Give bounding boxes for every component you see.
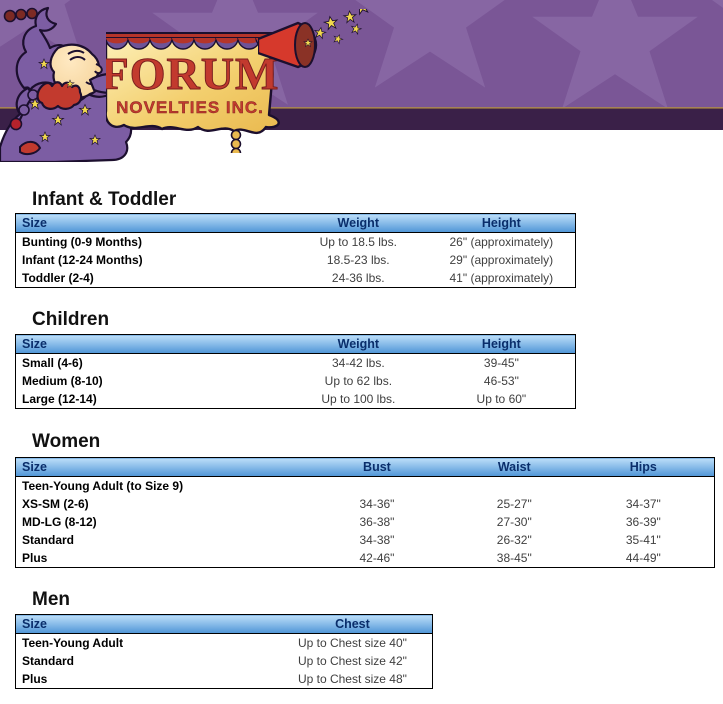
svg-text:NOVELTIES INC.: NOVELTIES INC. <box>116 98 264 117</box>
svg-text:FORUM: FORUM <box>106 48 279 99</box>
